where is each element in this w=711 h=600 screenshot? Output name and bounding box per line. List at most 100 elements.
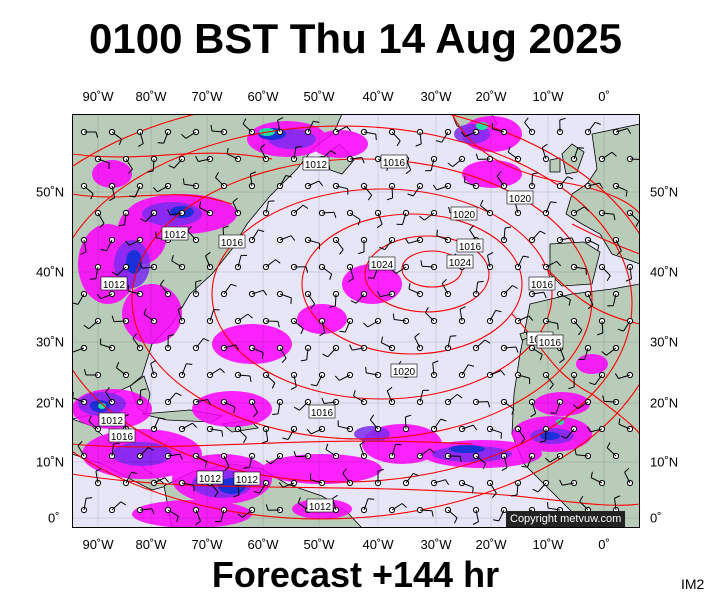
wind-barb-feather bbox=[131, 471, 138, 475]
precipitation-extreme bbox=[98, 122, 564, 425]
wind-barb-feather bbox=[539, 354, 543, 361]
wind-barb-shaft bbox=[195, 455, 207, 463]
land-europe bbox=[565, 123, 640, 265]
wind-barb-feather bbox=[539, 230, 546, 235]
wind-barb-shaft bbox=[327, 347, 337, 358]
wind-barb-feather bbox=[186, 363, 193, 365]
wind-barb-shaft bbox=[507, 151, 519, 160]
wind-barb-shaft bbox=[279, 347, 287, 359]
wind-barb-shaft bbox=[153, 417, 160, 430]
wind-barb-feather bbox=[601, 351, 607, 356]
isobar-label: 1016 bbox=[528, 276, 556, 291]
wind-barb-feather bbox=[250, 171, 257, 175]
isobar-label-text: 1016 bbox=[539, 338, 562, 349]
wind-barb-shaft bbox=[106, 239, 113, 251]
wind-barb-shaft bbox=[111, 131, 122, 140]
wind-barb-feather bbox=[590, 471, 593, 478]
wind-barb-feather bbox=[88, 415, 92, 422]
lon-label-80w: 80˚W bbox=[135, 89, 167, 104]
wind-barb-shaft bbox=[287, 428, 295, 440]
wind-barb-shaft bbox=[265, 428, 269, 441]
wind-barb-feather bbox=[578, 329, 583, 336]
wind-barb-feather bbox=[487, 252, 494, 256]
lon-label-0: 0˚ bbox=[598, 89, 610, 104]
isobar-label-text: 1012 bbox=[103, 280, 126, 291]
wind-barb-shaft bbox=[606, 447, 617, 457]
wind-barb-feather bbox=[339, 249, 344, 255]
wind-barb-shaft bbox=[566, 428, 575, 439]
wind-barb-feather bbox=[262, 290, 268, 296]
wind-barb-feather bbox=[120, 501, 127, 506]
wind-barb-feather bbox=[559, 358, 565, 364]
land-iberia bbox=[549, 241, 601, 287]
lat-label-40n: 40˚N bbox=[36, 264, 65, 280]
wind-barb-feather bbox=[482, 463, 486, 470]
wind-barb-shaft bbox=[436, 185, 449, 191]
wind-barb-shaft bbox=[251, 289, 264, 295]
wind-barb-shaft bbox=[97, 158, 110, 164]
wind-barb-feather bbox=[408, 283, 411, 290]
wind-barb-shaft bbox=[587, 293, 594, 306]
wind-barb-shaft bbox=[150, 363, 155, 376]
wind-barb-feather bbox=[346, 126, 352, 132]
wind-barb-shaft bbox=[310, 428, 323, 435]
wind-barb-feather bbox=[501, 467, 508, 472]
wind-barb-feather bbox=[282, 437, 289, 440]
wind-barb-feather bbox=[333, 212, 337, 218]
wind-barb-shaft bbox=[209, 368, 221, 376]
wind-barb-feather bbox=[77, 441, 83, 446]
wind-barb-feather bbox=[353, 390, 356, 397]
wind-barb-shaft bbox=[124, 212, 127, 225]
wind-barb-feather bbox=[468, 364, 475, 367]
isobar-label: 1012 bbox=[98, 412, 126, 427]
wind-barb-feather bbox=[90, 193, 94, 200]
wind-barb-feather bbox=[95, 131, 99, 138]
wind-barb-shaft bbox=[531, 347, 543, 355]
wind-barb-feather bbox=[111, 315, 115, 322]
wind-barb-shaft bbox=[299, 401, 309, 411]
wind-barb-feather bbox=[386, 197, 393, 201]
wind-barb-shaft bbox=[111, 444, 114, 457]
wind-barb-feather bbox=[487, 401, 491, 408]
wind-barb-feather bbox=[377, 468, 384, 472]
wind-barb-shaft bbox=[541, 147, 547, 160]
lon-label-50w: 50˚W bbox=[303, 89, 335, 104]
wind-barb-shaft bbox=[363, 498, 369, 511]
wind-barb-shaft bbox=[83, 498, 87, 511]
wind-barb-shaft bbox=[441, 131, 449, 143]
wind-barb-shaft bbox=[404, 416, 407, 430]
wind-barb-feather bbox=[627, 128, 632, 134]
wind-barb-feather bbox=[585, 268, 587, 275]
wind-barb-feather bbox=[542, 143, 548, 149]
wind-barb-shaft bbox=[487, 255, 491, 268]
wind-barb-feather bbox=[404, 237, 409, 244]
isobar-label: 1016 bbox=[456, 238, 484, 253]
wind-barb-feather bbox=[306, 428, 312, 435]
wind-barb-shaft bbox=[83, 185, 94, 195]
wind-barb-feather bbox=[543, 292, 547, 299]
wind-barb-feather bbox=[459, 306, 466, 310]
wind-barb-shaft bbox=[517, 315, 530, 322]
lat-label-50n: 50˚N bbox=[36, 184, 65, 200]
wind-barb-feather bbox=[550, 201, 557, 204]
wind-barb-shaft bbox=[226, 153, 239, 160]
wind-barb-shaft bbox=[195, 509, 201, 522]
wind-barb-shaft bbox=[199, 206, 211, 214]
isobar-label-text: 1012 bbox=[236, 475, 259, 486]
wind-barb-feather bbox=[342, 468, 347, 474]
wind-barb-feather bbox=[277, 117, 284, 121]
wind-barb-feather bbox=[367, 194, 373, 201]
wind-barb-shaft bbox=[614, 498, 617, 511]
wind-barb-feather bbox=[179, 453, 183, 460]
wind-barb-feather bbox=[272, 413, 279, 415]
wind-barb-feather bbox=[453, 517, 458, 524]
wind-barb-feather bbox=[361, 157, 365, 164]
wind-barb-feather bbox=[597, 245, 600, 252]
wind-barb-feather bbox=[207, 399, 211, 406]
wind-barb-shaft bbox=[282, 482, 295, 488]
wind-barb-shaft bbox=[342, 473, 351, 484]
wind-barb-feather bbox=[167, 209, 171, 216]
wind-barb-feather bbox=[448, 206, 451, 213]
wind-barb-feather bbox=[300, 328, 304, 335]
wind-barb-shaft bbox=[95, 471, 99, 484]
